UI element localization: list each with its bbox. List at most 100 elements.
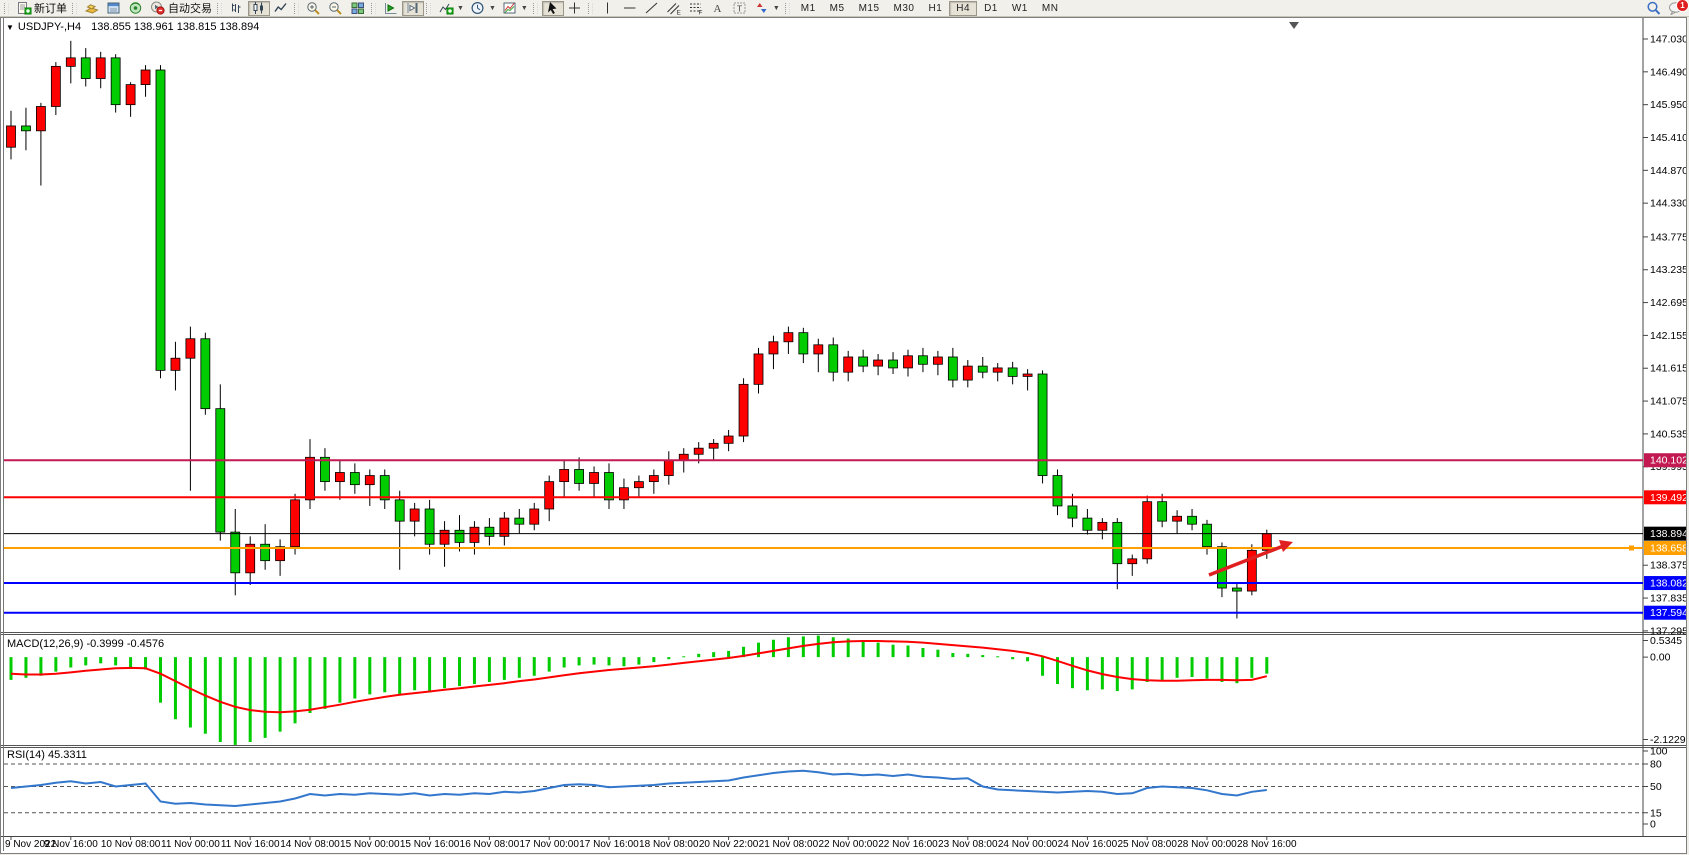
timeframe-D1-button[interactable]: D1 <box>977 1 1005 16</box>
dropdown-caret-icon[interactable]: ▼ <box>457 4 464 12</box>
candle-body <box>1067 505 1078 519</box>
macd-histogram-bar <box>129 657 133 668</box>
signals-button[interactable] <box>125 1 147 16</box>
chart-canvas[interactable]: 147.030 146.490 145.950 145.410 144.870 144.3… <box>1 18 1686 853</box>
cursor-button[interactable] <box>541 0 564 16</box>
time-axis-label: 17 Nov 00:00 <box>519 839 579 850</box>
macd-histogram-bar <box>876 642 880 658</box>
templates-button[interactable]: ▼ <box>499 1 531 16</box>
autotrade-button[interactable]: 自动交易 <box>147 1 215 16</box>
line-chart-button[interactable] <box>270 1 292 16</box>
macd-histogram-bar <box>1070 657 1074 689</box>
fibonacci-button[interactable]: F <box>685 1 707 16</box>
timeframe-label: D1 <box>984 2 998 14</box>
chart-ohlc-values: 138.855 138.961 138.815 138.894 <box>91 21 260 33</box>
macd-histogram-bar <box>293 657 297 724</box>
zoom-in-button[interactable] <box>303 1 325 16</box>
indicators-button[interactable]: ▼ <box>435 1 467 16</box>
dropdown-caret-icon[interactable]: ▼ <box>488 4 496 12</box>
candle-body <box>1142 501 1153 560</box>
candle-body <box>50 65 61 107</box>
candle-body <box>394 499 405 522</box>
timeframe-M1-button[interactable]: M1 <box>794 1 823 16</box>
price-axis-label: 143.775 <box>1650 231 1686 243</box>
macd-histogram-bar <box>1205 657 1209 679</box>
macd-histogram-bar <box>1220 657 1224 682</box>
text-button[interactable]: A <box>707 1 729 16</box>
macd-axis-label: 0.5345 <box>1650 635 1682 647</box>
macd-histogram-bar <box>218 657 222 742</box>
macd-histogram-bar <box>1175 657 1179 678</box>
auto-scroll-button[interactable] <box>380 1 402 16</box>
macd-axis-label: -2.1229 <box>1650 734 1686 746</box>
new-order-button[interactable]: 新订单 <box>13 1 70 16</box>
candle-body <box>947 356 958 381</box>
macd-histogram-bar <box>921 648 925 658</box>
price-axis-label: 143.235 <box>1650 264 1686 276</box>
macd-histogram-bar <box>771 639 775 658</box>
tile-windows-button[interactable] <box>347 1 369 16</box>
trendline-button[interactable] <box>641 1 663 16</box>
macd-histogram-bar <box>682 656 686 658</box>
time-axis-label: 25 Nov 08:00 <box>1117 839 1177 850</box>
vertical-line-button[interactable] <box>597 1 619 16</box>
macd-histogram-bar <box>517 657 521 678</box>
macd-histogram-bar <box>1145 657 1149 682</box>
candle-body <box>6 125 16 148</box>
price-axis-label: 145.950 <box>1650 99 1686 111</box>
timeframe-M30-button[interactable]: M30 <box>887 1 922 16</box>
candle-chart-icon <box>251 1 267 15</box>
sound-button[interactable] <box>81 1 103 16</box>
time-axis-label: 16 Nov 08:00 <box>460 839 520 850</box>
chart-shift-button[interactable] <box>402 0 424 16</box>
text-label-button[interactable]: T <box>729 1 751 16</box>
collapse-icon[interactable]: ▼ <box>6 23 14 32</box>
candle-body <box>1202 523 1212 548</box>
market-watch-button[interactable] <box>103 1 125 16</box>
timeframe-M5-button[interactable]: M5 <box>823 1 852 16</box>
bar-chart-icon <box>229 1 245 15</box>
dropdown-caret-icon[interactable]: ▼ <box>772 4 780 12</box>
bar-chart-button[interactable] <box>226 1 248 16</box>
candle-body <box>918 355 928 365</box>
candle-body <box>1157 501 1168 522</box>
candle-body <box>499 517 510 537</box>
dropdown-caret-icon[interactable]: ▼ <box>520 4 528 12</box>
zoom-out-icon <box>328 1 344 15</box>
periods-button[interactable]: ▼ <box>467 1 499 16</box>
timeframe-W1-button[interactable]: W1 <box>1005 1 1035 16</box>
time-axis-label: 14 Nov 08:00 <box>280 839 340 850</box>
equidistant-channel-button[interactable]: E <box>663 1 685 16</box>
search-button[interactable] <box>1646 1 1662 20</box>
candle-body <box>634 481 644 489</box>
crosshair-icon <box>567 1 583 15</box>
candle-body <box>379 475 390 501</box>
time-axis-label: 24 Nov 16:00 <box>1058 839 1118 850</box>
arrow-annotation-head[interactable] <box>1279 540 1293 552</box>
horizontal-line-button[interactable] <box>619 1 641 16</box>
timeframe-M15-button[interactable]: M15 <box>852 1 887 16</box>
timeframe-H4-button[interactable]: H4 <box>949 0 978 16</box>
macd-histogram-bar <box>1130 657 1134 690</box>
support-line-138.658-handle[interactable] <box>1629 545 1634 551</box>
macd-histogram-bar <box>323 657 327 709</box>
price-axis-label: 138.375 <box>1650 560 1686 572</box>
timeframe-label: MN <box>1041 2 1059 14</box>
chat-button[interactable]: 1 <box>1668 0 1689 20</box>
tile-windows-icon <box>350 1 366 15</box>
chart-shift-icon <box>405 1 421 15</box>
candle-body <box>349 472 360 486</box>
macd-histogram-bar <box>278 657 282 732</box>
search-icon <box>1646 1 1662 19</box>
candle-body <box>992 367 1003 373</box>
crosshair-button[interactable] <box>564 1 586 16</box>
timeframe-H1-button[interactable]: H1 <box>921 1 949 16</box>
arrow-annotation[interactable] <box>1208 544 1283 577</box>
candle-body <box>95 57 106 79</box>
arrows-button[interactable]: ▼ <box>751 1 783 16</box>
candlestick-chart-button[interactable] <box>248 0 270 16</box>
zoom-out-button[interactable] <box>325 1 347 16</box>
timeframe-MN-button[interactable]: MN <box>1035 1 1066 16</box>
time-axis-label: 15 Nov 16:00 <box>400 839 460 850</box>
candle-body <box>275 546 286 562</box>
